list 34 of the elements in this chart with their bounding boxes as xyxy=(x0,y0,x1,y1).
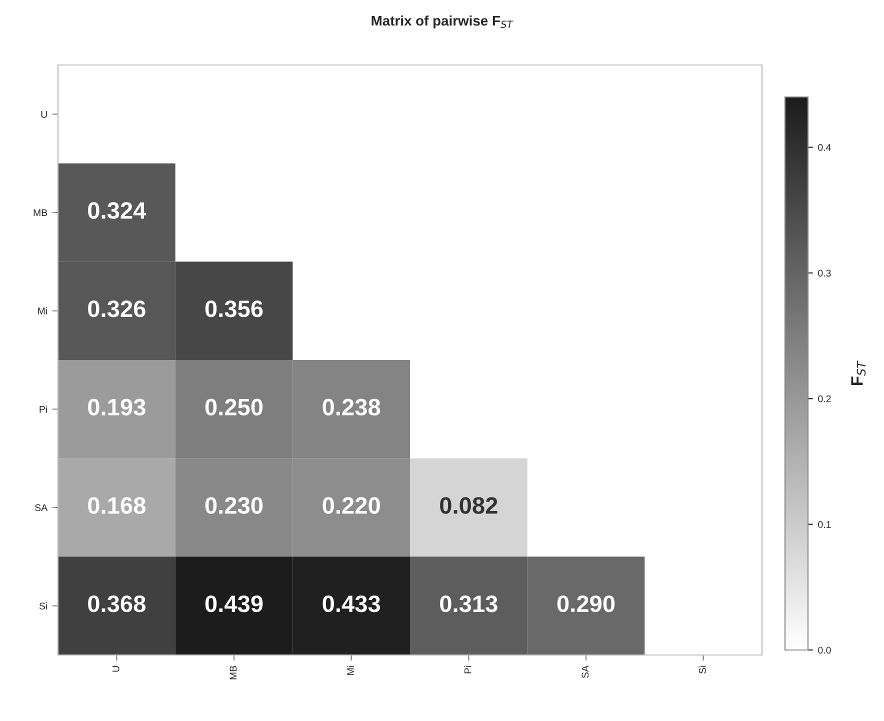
x-tick-label: Si xyxy=(698,666,706,674)
data-label: 0.230 xyxy=(205,497,263,514)
data-label: 0.220 xyxy=(322,497,380,514)
x-tick-label: MB xyxy=(230,666,237,680)
color-bar-label: 0.4 xyxy=(818,144,831,151)
color-bar-label: 0.0 xyxy=(818,646,831,654)
color-bar-title: F$_{ST}$ xyxy=(851,360,866,386)
x-tick-label: SA xyxy=(582,665,589,678)
y-tick-label: Mi xyxy=(38,307,47,314)
y-tick-label: U xyxy=(41,111,47,118)
data-label: 0.168 xyxy=(88,497,146,514)
data-label: 0.368 xyxy=(88,595,146,612)
y-tick-label: MB xyxy=(34,209,48,216)
y-tick-label: Si xyxy=(39,602,47,610)
x-tick-label: Mi xyxy=(346,666,354,675)
data-label: 0.250 xyxy=(205,398,263,416)
chart-title: Matrix of pairwise F$_{ST}$ xyxy=(372,15,514,28)
data-label: 0.238 xyxy=(322,398,380,416)
color-bar-label: 0.3 xyxy=(818,270,831,277)
color-bar-label: 0.2 xyxy=(818,395,831,402)
y-tick-label: Pi xyxy=(40,406,47,413)
data-label: 0.326 xyxy=(88,300,146,318)
data-label: 0.290 xyxy=(557,595,615,612)
data-label: 0.439 xyxy=(205,595,263,612)
x-tick-label: U xyxy=(112,666,120,672)
data-label: 0.433 xyxy=(322,595,380,612)
y-tick-label: SA xyxy=(35,504,48,512)
color-bar-label: 0.1 xyxy=(818,521,831,528)
data-label: 0.356 xyxy=(205,300,263,318)
x-tick-label: Pi xyxy=(464,666,472,674)
data-label: 0.313 xyxy=(440,595,498,612)
data-label: 0.324 xyxy=(88,202,146,219)
data-label: 0.193 xyxy=(88,398,146,416)
data-label: 0.082 xyxy=(440,497,498,514)
